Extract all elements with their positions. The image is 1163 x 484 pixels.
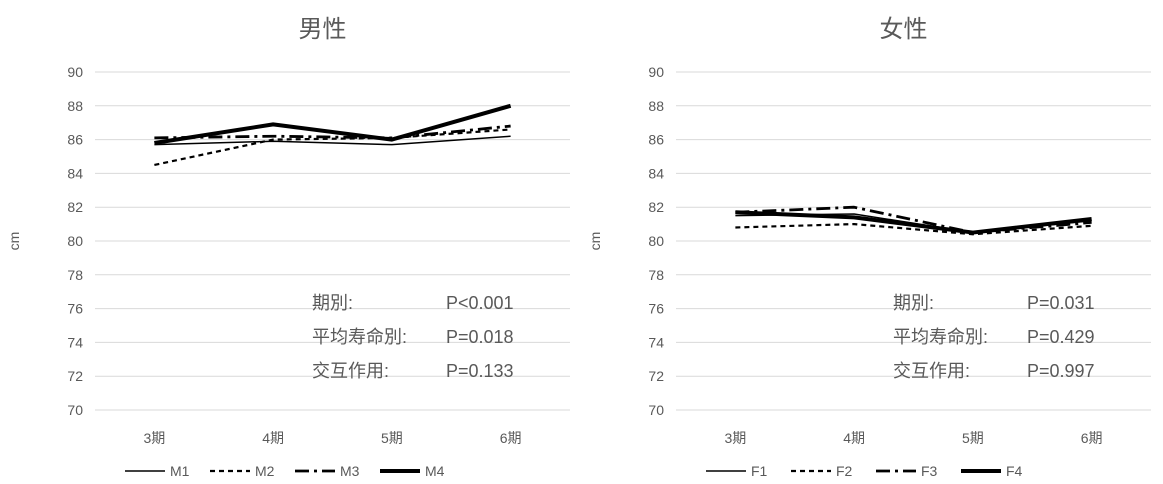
legend-label: F3 xyxy=(921,463,938,479)
male-chart-panel: 男性 70 72 74 76 78 80 82 84 86 88 90 cm 3期 4期 5期 6期 期別: P<0… xyxy=(0,0,581,484)
stat-value: P<0.001 xyxy=(446,293,514,313)
x-tick-label: 5期 xyxy=(381,430,403,446)
chart-title: 男性 xyxy=(299,16,347,43)
x-tick-label: 3期 xyxy=(143,430,165,446)
legend-label: F2 xyxy=(836,463,853,479)
legend-label: M1 xyxy=(170,463,190,479)
x-tick-label: 5期 xyxy=(962,430,984,446)
male-line-chart: 男性 70 72 74 76 78 80 82 84 86 88 90 cm 3期 4期 5期 6期 期別: P<0… xyxy=(6,16,570,479)
y-tick-label: 78 xyxy=(67,267,83,283)
stat-value: P=0.429 xyxy=(1027,327,1095,347)
y-tick-label: 88 xyxy=(648,98,664,114)
stat-label: 平均寿命別: xyxy=(312,327,407,347)
x-tick-label: 3期 xyxy=(724,430,746,446)
y-tick-label: 90 xyxy=(67,64,83,80)
y-axis-label: cm xyxy=(587,232,603,251)
stat-label: 交互作用: xyxy=(312,361,389,381)
y-tick-label: 76 xyxy=(648,301,664,317)
y-tick-label: 86 xyxy=(648,132,664,148)
series-line-m4 xyxy=(154,103,512,145)
stat-value: P=0.031 xyxy=(1027,293,1095,313)
y-tick-label: 80 xyxy=(648,233,664,249)
stat-label: 期別: xyxy=(893,293,934,313)
stat-label: 交互作用: xyxy=(893,361,970,381)
legend-label: F1 xyxy=(751,463,768,479)
stat-label: 期別: xyxy=(312,293,353,313)
legend-label: M3 xyxy=(340,463,360,479)
y-tick-label: 70 xyxy=(67,402,83,418)
y-tick-label: 84 xyxy=(648,165,664,181)
female-chart-panel: 女性 70 72 74 76 78 80 82 84 86 88 90 cm 3期 4期 5期 6期 期別: P=0… xyxy=(581,0,1162,484)
series-line-f4 xyxy=(735,210,1092,235)
y-tick-label: 80 xyxy=(67,233,83,249)
x-tick-label: 4期 xyxy=(262,430,284,446)
stat-value: P=0.133 xyxy=(446,361,514,381)
legend-label: M2 xyxy=(255,463,275,479)
x-tick-label: 6期 xyxy=(500,430,522,446)
series-line-m3 xyxy=(154,124,511,140)
stat-label: 平均寿命別: xyxy=(893,327,988,347)
series-line-f3 xyxy=(735,205,1092,234)
y-tick-label: 90 xyxy=(648,64,664,80)
y-tick-label: 82 xyxy=(648,199,664,215)
y-tick-label: 88 xyxy=(67,98,83,114)
legend-label: M4 xyxy=(425,463,445,479)
x-tick-label: 6期 xyxy=(1081,430,1103,446)
legend-label: F4 xyxy=(1006,463,1023,479)
x-tick-label: 4期 xyxy=(843,430,865,446)
y-axis-label: cm xyxy=(6,232,22,251)
y-tick-label: 70 xyxy=(648,402,664,418)
y-tick-label: 78 xyxy=(648,267,664,283)
y-tick-label: 82 xyxy=(67,199,83,215)
female-line-chart: 女性 70 72 74 76 78 80 82 84 86 88 90 cm 3期 4期 5期 6期 期別: P=0… xyxy=(587,16,1151,479)
stat-value: P=0.997 xyxy=(1027,361,1095,381)
stat-value: P=0.018 xyxy=(446,327,514,347)
y-tick-label: 74 xyxy=(67,334,83,350)
y-tick-label: 72 xyxy=(67,368,83,384)
series-line-m2 xyxy=(154,128,511,167)
y-tick-label: 72 xyxy=(648,368,664,384)
y-tick-label: 86 xyxy=(67,132,83,148)
series-line-f2 xyxy=(735,223,1092,236)
y-tick-label: 74 xyxy=(648,334,664,350)
y-tick-label: 84 xyxy=(67,165,83,181)
series-line-m1 xyxy=(154,135,511,146)
chart-title: 女性 xyxy=(880,16,928,43)
y-tick-label: 76 xyxy=(67,301,83,317)
